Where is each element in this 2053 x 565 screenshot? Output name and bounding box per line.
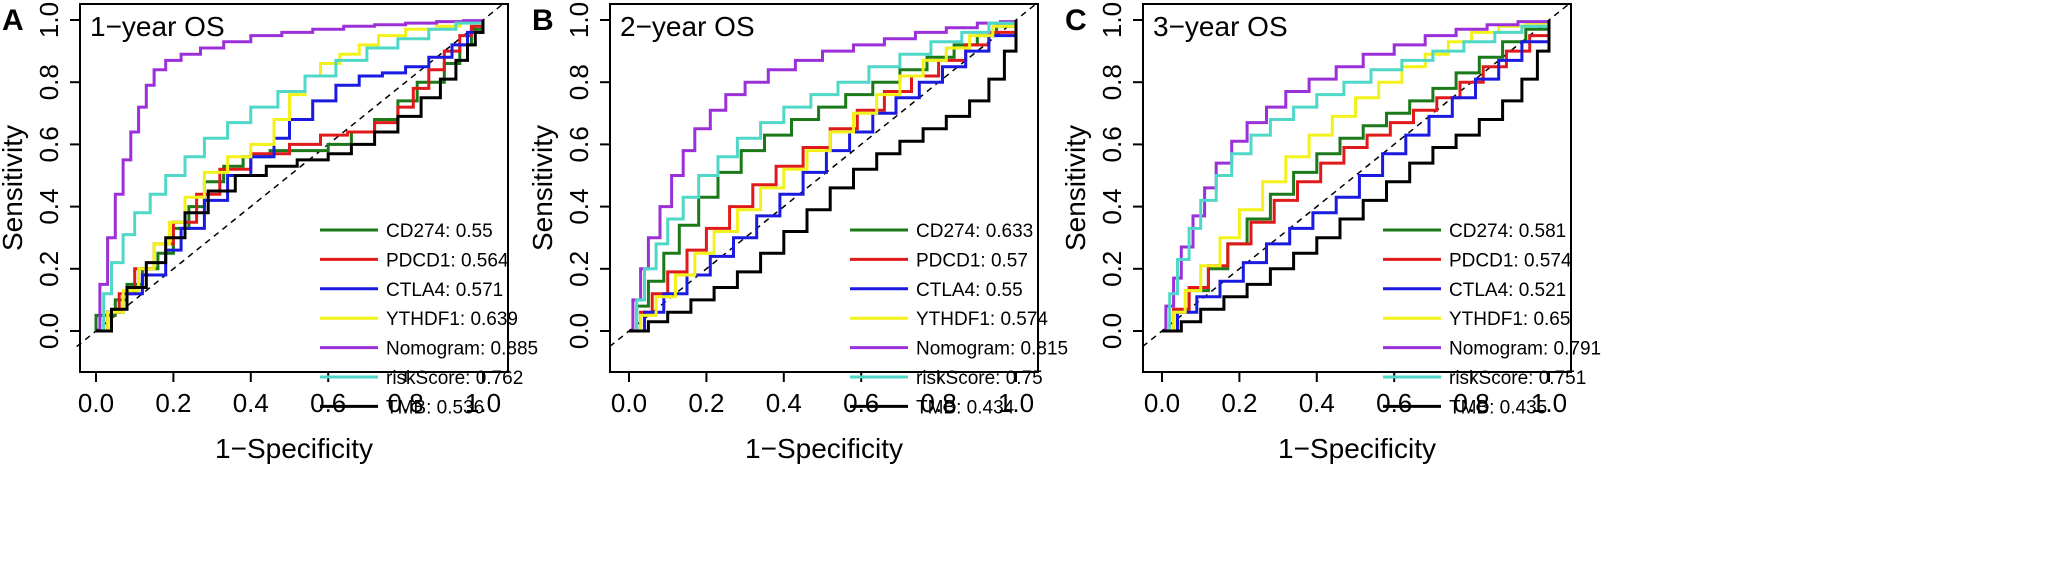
roc-curve-ctla4	[1162, 20, 1551, 333]
y-tick-label: 1.0	[34, 2, 64, 38]
legend-label-riskscore: riskScore: 0.75	[916, 368, 1043, 389]
x-tick-label: 1.0	[465, 388, 501, 418]
chart-panel-c: C 3−year OS 0.0 0.2 0.4 0.6 0.8 1.0 0.0 0.2 0.4 0.6…	[1060, 2, 1601, 464]
y-tick-label: 0.6	[34, 126, 64, 162]
y-axis-title: Sensitivity	[1060, 125, 1091, 251]
y-tick-label: 0.2	[1097, 251, 1127, 287]
chart-panel-a: A 1−year OS 0.0 0.2 0.4 0.6 0.8 1.0 0.0 0.2 0.4 0.6…	[0, 2, 538, 464]
x-tick-label: 0.8	[921, 388, 957, 418]
roc-curve-ctla4	[96, 20, 485, 333]
x-tick-label: 0.6	[310, 388, 346, 418]
chart-panel-b: B 2−year OS 0.0 0.2 0.4 0.6 0.8 1.0 0.0 0.2 0.4 0.6…	[527, 2, 1068, 464]
legend-label-riskscore: riskScore: 0.751	[1449, 368, 1586, 389]
y-tick-label: 0.8	[1097, 64, 1127, 100]
roc-curve-riskscore	[1162, 20, 1551, 333]
y-axis-title: Sensitivity	[0, 125, 28, 251]
x-tick-label: 1.0	[998, 388, 1034, 418]
roc-curve-ythdf1	[1162, 20, 1551, 333]
roc-curve-cd274	[629, 20, 1018, 333]
legend-label-ctla4: CTLA4: 0.55	[916, 280, 1023, 301]
y-tick-label: 0.4	[1097, 189, 1127, 225]
roc-curve-nomogram	[629, 20, 1018, 333]
y-tick-label: 0.2	[564, 251, 594, 287]
legend-label-ctla4: CTLA4: 0.571	[386, 280, 503, 301]
chart-title: 1−year OS	[90, 11, 225, 42]
roc-curve-tmb	[1162, 20, 1551, 333]
y-tick-label: 0.6	[564, 126, 594, 162]
plot-frame	[609, 3, 1039, 373]
roc-curve-tmb	[629, 20, 1018, 333]
legend-label-ctla4: CTLA4: 0.521	[1449, 280, 1566, 301]
x-tick-label: 0.4	[233, 388, 269, 418]
panel-letter: C	[1065, 4, 1087, 37]
legend-label-ythdf1: YTHDF1: 0.65	[1449, 309, 1570, 330]
legend-label-tmb: TMB: 0.434	[916, 397, 1015, 418]
x-tick-label: 0.2	[688, 388, 724, 418]
x-tick-label: 0.0	[78, 388, 114, 418]
legend-label-cd274: CD274: 0.55	[386, 221, 493, 242]
legend-label-ythdf1: YTHDF1: 0.639	[386, 309, 518, 330]
legend-label-cd274: CD274: 0.633	[916, 221, 1033, 242]
roc-curve-riskscore	[629, 20, 1018, 333]
x-tick-label: 0.6	[843, 388, 879, 418]
x-tick-label: 0.4	[766, 388, 802, 418]
legend-label-nomogram: Nomogram: 0.815	[916, 339, 1068, 360]
chart-title: 2−year OS	[620, 11, 755, 42]
x-tick-label: 0.2	[155, 388, 191, 418]
x-axis-title: 1−Specificity	[745, 433, 903, 464]
x-tick-label: 0.6	[1376, 388, 1412, 418]
y-tick-label: 1.0	[564, 2, 594, 38]
y-tick-label: 0.0	[1097, 313, 1127, 349]
y-tick-label: 0.6	[1097, 126, 1127, 162]
roc-curve-ythdf1	[96, 20, 485, 333]
legend-label-nomogram: Nomogram: 0.885	[386, 339, 538, 360]
chart-title: 3−year OS	[1153, 11, 1288, 42]
y-tick-label: 0.0	[34, 313, 64, 349]
panel-letter: B	[532, 4, 554, 37]
x-tick-label: 1.0	[1531, 388, 1567, 418]
panel-letter: A	[2, 4, 24, 37]
x-tick-label: 0.4	[1299, 388, 1335, 418]
y-tick-label: 0.4	[564, 189, 594, 225]
roc-curve-riskscore	[96, 20, 485, 333]
x-tick-label: 0.8	[388, 388, 424, 418]
y-tick-label: 0.8	[564, 64, 594, 100]
plot-frame	[79, 3, 509, 373]
roc-curve-nomogram	[96, 19, 485, 333]
roc-curve-tmb	[96, 20, 485, 333]
legend-label-nomogram: Nomogram: 0.791	[1449, 339, 1601, 360]
y-tick-label: 0.8	[34, 64, 64, 100]
y-tick-label: 0.2	[34, 251, 64, 287]
x-tick-label: 0.8	[1454, 388, 1490, 418]
plot-frame	[1142, 3, 1572, 373]
y-tick-label: 1.0	[1097, 2, 1127, 38]
legend-label-tmb: TMB: 0.435	[1449, 397, 1547, 418]
reference-diagonal	[76, 3, 503, 348]
x-axis-title: 1−Specificity	[1278, 433, 1436, 464]
y-axis-title: Sensitivity	[527, 125, 558, 251]
legend-label-riskscore: riskScore: 0.762	[386, 368, 523, 389]
roc-curve-ythdf1	[629, 20, 1018, 333]
legend-label-ythdf1: YTHDF1: 0.574	[916, 309, 1048, 330]
y-tick-label: 0.0	[564, 313, 594, 349]
roc-curve-nomogram	[1162, 20, 1551, 333]
roc-curve-ctla4	[629, 20, 1018, 333]
legend-label-cd274: CD274: 0.581	[1449, 221, 1566, 242]
legend-label-pdcd1: PDCD1: 0.574	[1449, 250, 1572, 271]
legend-label-pdcd1: PDCD1: 0.57	[916, 250, 1028, 271]
x-axis-title: 1−Specificity	[215, 433, 373, 464]
x-tick-label: 0.0	[1144, 388, 1180, 418]
y-tick-label: 0.4	[34, 189, 64, 225]
legend-label-tmb: TMB: 0.536	[386, 397, 484, 418]
x-tick-label: 0.0	[611, 388, 647, 418]
x-tick-label: 0.2	[1221, 388, 1257, 418]
legend-label-pdcd1: PDCD1: 0.564	[386, 250, 509, 271]
